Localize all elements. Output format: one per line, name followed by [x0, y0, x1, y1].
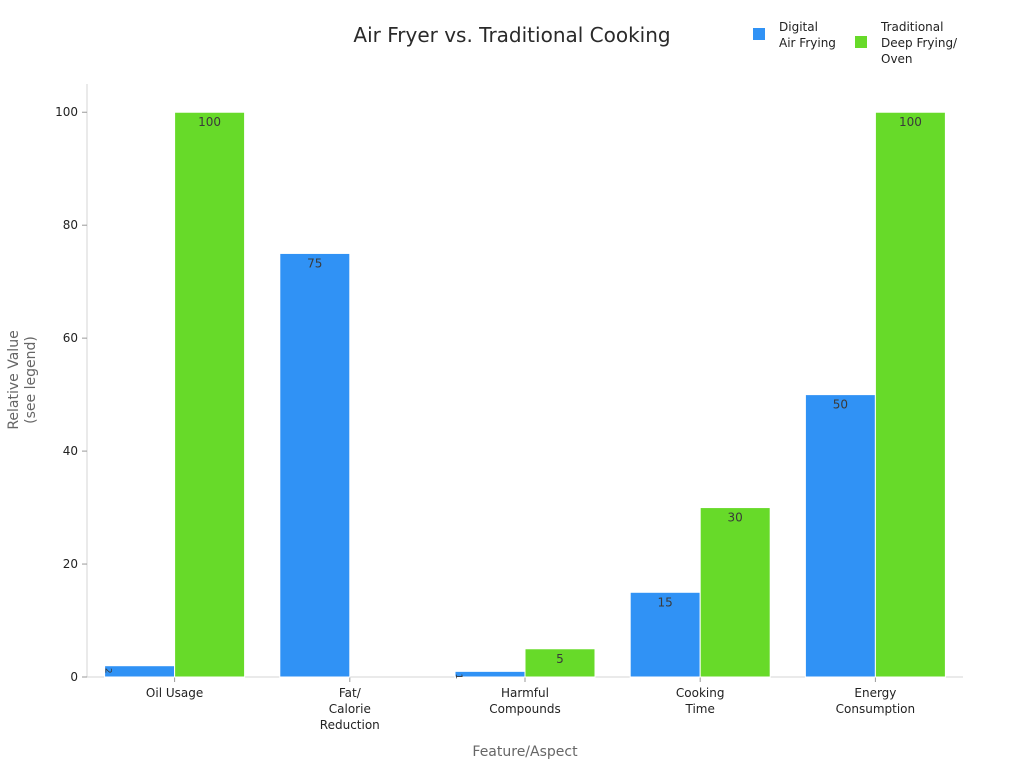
y-tick-label: 80 [63, 218, 78, 232]
bar-air-frying [104, 665, 176, 678]
y-tick-label: 100 [55, 105, 78, 119]
data-label: 1 [453, 673, 463, 679]
x-tick-label: Harmful Compounds [489, 686, 560, 716]
bar-air-frying [629, 591, 701, 678]
bar-air-frying [279, 252, 351, 678]
data-label: 15 [658, 595, 673, 609]
legend-swatch [753, 28, 765, 40]
x-tick-label: Energy Consumption [836, 686, 915, 716]
bar-traditional [874, 111, 946, 678]
data-label: 75 [307, 256, 322, 270]
bar-traditional [524, 648, 596, 678]
legend-label: Traditional Deep Frying/Oven [880, 20, 958, 66]
x-tick-label: Cooking Time [676, 686, 725, 716]
y-tick-label: 20 [63, 557, 78, 571]
data-label: 5 [556, 652, 564, 666]
data-label: 100 [198, 115, 221, 129]
bar-traditional [174, 111, 246, 678]
x-axis-title: Feature/Aspect [472, 744, 578, 760]
bar-traditional [699, 507, 771, 678]
y-tick-label: 60 [63, 331, 78, 345]
y-tick-label: 40 [63, 444, 78, 458]
bar-air-frying [804, 394, 876, 678]
data-label: 2 [103, 668, 113, 674]
x-tick-label: Oil Usage [146, 686, 203, 700]
x-tick-label: Fat/Calorie Reduction [320, 686, 380, 732]
data-label: 30 [728, 511, 743, 525]
y-tick-label: 0 [70, 670, 78, 684]
legend-label: Digital Air Frying [779, 20, 836, 50]
data-label: 100 [899, 115, 922, 129]
bar-air-frying [454, 670, 526, 678]
legend-swatch [855, 36, 867, 48]
chart-title: Air Fryer vs. Traditional Cooking [353, 23, 670, 47]
data-label: 50 [833, 398, 848, 412]
y-axis-title: Relative Value(see legend) [6, 330, 39, 429]
